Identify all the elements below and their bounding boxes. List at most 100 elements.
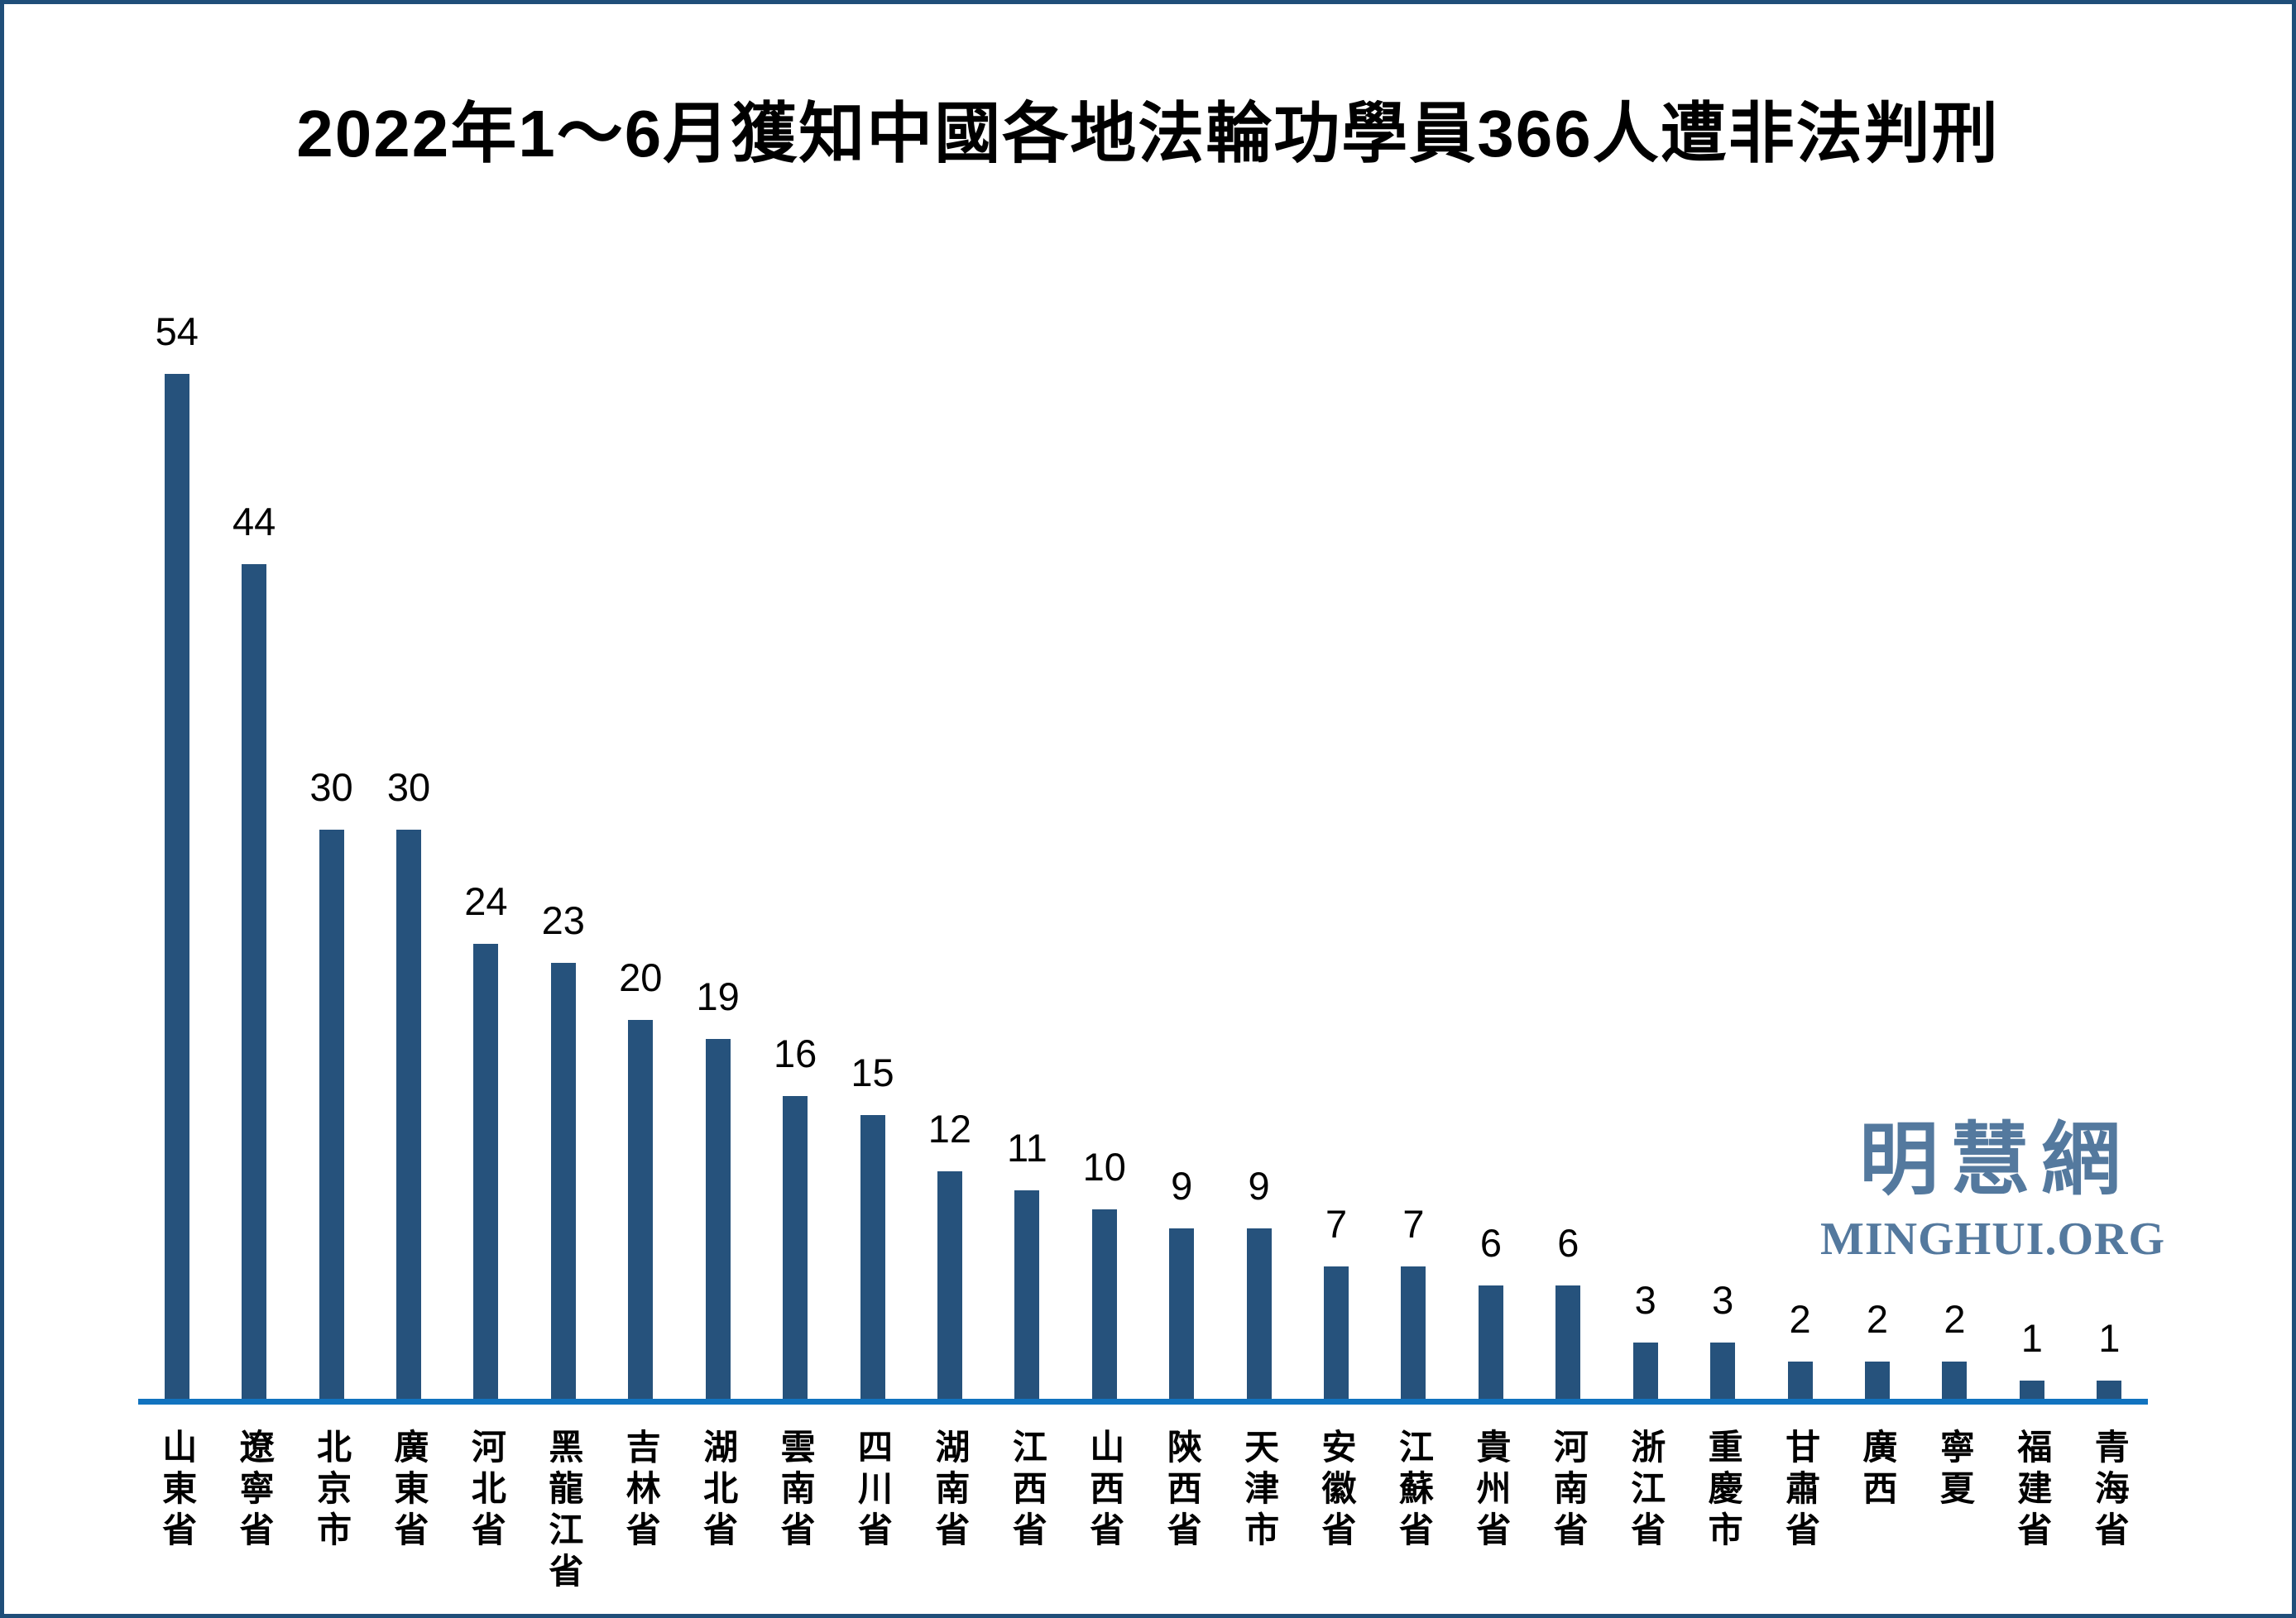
- x-axis-label: 青海省: [2090, 1429, 2130, 1553]
- x-axis-label-cell: 廣西: [1838, 1429, 1915, 1594]
- bar-column: 1: [1993, 302, 2070, 1400]
- x-axis-label-cell: 山西省: [1066, 1429, 1143, 1594]
- bar-column: 20: [602, 302, 679, 1400]
- bar: [1091, 1209, 1117, 1400]
- bar-column: 2: [1838, 302, 1915, 1400]
- bar-column: 23: [525, 302, 602, 1400]
- bar: [395, 830, 421, 1400]
- bar-column: 54: [138, 302, 215, 1400]
- x-axis-label: 湖北省: [698, 1429, 738, 1553]
- bar-value-label: 1: [2020, 1316, 2043, 1360]
- x-axis-label-cell: 甘肅省: [1762, 1429, 1838, 1594]
- bar-column: 30: [293, 302, 370, 1400]
- bar: [937, 1171, 962, 1400]
- logo-chinese-text: 明慧網: [1859, 1116, 2132, 1204]
- bar-column: 2: [1762, 302, 1838, 1400]
- x-axis-label: 江西省: [1008, 1429, 1047, 1553]
- x-axis-label-cell: 湖南省: [911, 1429, 988, 1594]
- x-axis-label: 廣東省: [389, 1429, 429, 1553]
- bar-column: 16: [756, 302, 833, 1400]
- chart-title: 2022年1～6月獲知中國各地法輪功學員366人遭非法判刑: [296, 97, 2000, 170]
- bar: [860, 1115, 885, 1400]
- x-axis-label: 福建省: [2012, 1429, 2052, 1553]
- x-axis-label: 雲南省: [776, 1429, 816, 1553]
- x-axis-label-cell: 廣東省: [370, 1429, 447, 1594]
- bar-value-label: 54: [155, 309, 199, 353]
- bar-value-label: 6: [1479, 1221, 1502, 1265]
- bar-column: 9: [1220, 302, 1297, 1400]
- x-axis-label: 河北省: [467, 1429, 506, 1553]
- bar-value-label: 19: [696, 974, 740, 1018]
- bar-value-label: 11: [1006, 1126, 1047, 1170]
- x-axis-label: 寧夏: [1935, 1429, 1975, 1511]
- x-axis-label-cell: 遼寧省: [215, 1429, 292, 1594]
- bar-value-label: 20: [619, 955, 663, 999]
- x-axis-label-cell: 湖北省: [679, 1429, 756, 1594]
- x-axis-label: 陝西省: [1162, 1429, 1202, 1553]
- bar-column: 19: [679, 302, 756, 1400]
- bar-column: 6: [1530, 302, 1607, 1400]
- bar: [1014, 1190, 1040, 1400]
- x-axis-label-cell: 貴州省: [1452, 1429, 1529, 1594]
- bar-column: 7: [1297, 302, 1374, 1400]
- bar-value-label: 44: [232, 500, 276, 543]
- x-axis-label-cell: 浙江省: [1607, 1429, 1684, 1594]
- bar-column: 3: [1684, 302, 1761, 1400]
- x-axis-label-cell: 青海省: [2071, 1429, 2148, 1594]
- bar: [473, 944, 499, 1400]
- bar: [1401, 1266, 1426, 1400]
- x-axis-label-cell: 北京市: [293, 1429, 370, 1594]
- x-axis-label: 四川省: [853, 1429, 893, 1553]
- bar: [1942, 1362, 1968, 1400]
- x-axis-label-cell: 河北省: [448, 1429, 525, 1594]
- bar-column: 7: [1375, 302, 1452, 1400]
- bar-value-label: 3: [1634, 1278, 1656, 1322]
- bar: [1787, 1362, 1813, 1400]
- x-axis-label: 甘肅省: [1781, 1429, 1820, 1553]
- bar-value-label: 30: [309, 765, 353, 809]
- x-axis-label: 安徽省: [1317, 1429, 1357, 1553]
- bar: [1555, 1285, 1581, 1400]
- bar-column: 15: [834, 302, 911, 1400]
- x-axis-label: 山西省: [1085, 1429, 1124, 1553]
- bar-column: 12: [911, 302, 988, 1400]
- x-axis-label: 北京市: [312, 1429, 352, 1553]
- x-axis-label: 天津市: [1239, 1429, 1279, 1553]
- x-axis-label-cell: 福建省: [1993, 1429, 2070, 1594]
- x-axis-label-cell: 黑龍江省: [525, 1429, 602, 1594]
- x-axis-labels: 山東省 遼寧省 北京市 廣東省 河北省 黑龍江省 吉林省 湖北省 雲南省 四川省 湖南省 江西省 山西省…: [138, 1429, 2148, 1594]
- x-axis-label: 遼寧省: [235, 1429, 275, 1553]
- bar-column: 11: [989, 302, 1066, 1400]
- x-axis-label: 黑龍江省: [544, 1429, 583, 1594]
- bar-value-label: 9: [1248, 1164, 1270, 1208]
- bar: [2019, 1381, 2044, 1400]
- x-axis-label-cell: 河南省: [1530, 1429, 1607, 1594]
- bar-value-label: 1: [2098, 1316, 2121, 1360]
- bar-column: 3: [1607, 302, 1684, 1400]
- bar-value-label: 16: [773, 1032, 817, 1075]
- bar-value-label: 2: [1944, 1297, 1966, 1341]
- x-axis-label: 吉林省: [621, 1429, 661, 1553]
- bar: [1246, 1228, 1272, 1400]
- bar: [1710, 1343, 1736, 1400]
- x-axis-label: 廣西: [1857, 1429, 1897, 1511]
- bar: [242, 564, 267, 1400]
- x-axis-label: 江蘇省: [1394, 1429, 1434, 1553]
- x-axis-label-cell: 雲南省: [756, 1429, 833, 1594]
- bar: [2097, 1381, 2122, 1400]
- bar-value-label: 15: [851, 1051, 894, 1094]
- x-axis-label: 浙江省: [1626, 1429, 1666, 1553]
- x-axis-label-cell: 寧夏: [1916, 1429, 1993, 1594]
- bar: [1478, 1285, 1503, 1400]
- bar-column: 24: [448, 302, 525, 1400]
- bar-column: 1: [2071, 302, 2148, 1400]
- bar-value-label: 7: [1402, 1202, 1425, 1246]
- x-axis-line: [138, 1399, 2148, 1405]
- bar-value-label: 24: [464, 879, 508, 923]
- x-axis-label: 河南省: [1549, 1429, 1589, 1553]
- x-axis-label: 湖南省: [930, 1429, 970, 1553]
- x-axis-label-cell: 吉林省: [602, 1429, 679, 1594]
- bar: [550, 963, 576, 1400]
- bar: [628, 1020, 654, 1400]
- bar: [319, 830, 344, 1400]
